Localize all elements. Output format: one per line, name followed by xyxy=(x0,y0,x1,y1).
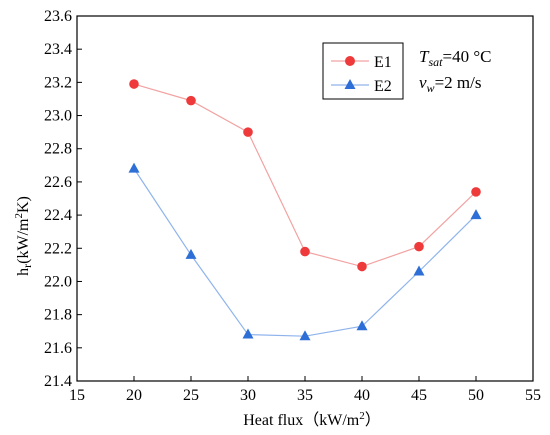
data-point-e2 xyxy=(128,162,140,173)
legend-box xyxy=(322,42,404,100)
legend-marker-e1 xyxy=(345,56,355,66)
x-axis-title: Heat flux（kW/m2） xyxy=(243,410,381,429)
legend: E1 E2 xyxy=(322,42,404,100)
annotation-vw-symbol: v xyxy=(419,73,427,92)
x-tick-label: 40 xyxy=(354,387,370,404)
data-point-e2 xyxy=(470,209,482,220)
data-point-e1 xyxy=(357,261,367,272)
x-tick-label: 20 xyxy=(126,387,142,404)
series-layer xyxy=(128,79,482,341)
annotation-tsat-symbol: T xyxy=(419,47,430,66)
data-point-e1 xyxy=(186,95,196,106)
data-point-e1 xyxy=(471,187,481,197)
legend-label-e2: E2 xyxy=(374,78,392,95)
x-axis-title-main: Heat flux（kW/m xyxy=(243,411,360,429)
x-axis-title-end: ） xyxy=(365,411,381,429)
y-tick-label: 23.0 xyxy=(44,108,72,125)
legend-label-e1: E1 xyxy=(374,54,392,71)
x-tick-label: 15 xyxy=(69,387,85,404)
annotation-tsat-value: =40 °C xyxy=(442,47,491,66)
annotation-tsat-subscript: sat xyxy=(428,55,443,69)
series-line-e1 xyxy=(133,83,477,268)
plot-frame xyxy=(76,15,534,382)
annotation-vw: vw=2 m/s xyxy=(419,73,481,95)
x-tick-label: 35 xyxy=(297,387,313,404)
data-point-e1 xyxy=(414,241,424,252)
annotation-vw-subscript: w xyxy=(427,81,435,95)
data-point-e2 xyxy=(242,328,254,339)
y-tick-label: 21.8 xyxy=(44,307,72,324)
y-tick-label: 22.2 xyxy=(44,240,72,257)
data-point-e1 xyxy=(129,79,139,89)
y-tick-label: 21.4 xyxy=(44,373,72,390)
x-tick-label: 30 xyxy=(240,387,256,404)
y-tick-label: 22.0 xyxy=(44,273,72,290)
y-axis-title-units-end: K) xyxy=(15,196,32,213)
x-axis-title-superscript: 2 xyxy=(359,410,365,422)
y-tick-label: 22.6 xyxy=(44,174,72,191)
y-tick-label: 22.4 xyxy=(44,207,72,224)
y-axis-title-subscript: r xyxy=(20,264,34,268)
data-point-e2 xyxy=(299,330,311,341)
x-tick-label: 25 xyxy=(183,387,199,404)
data-point-e2 xyxy=(356,320,368,331)
y-axis-title: hr(kW/m2K) xyxy=(13,196,34,276)
y-tick-label: 23.2 xyxy=(44,74,72,91)
y-tick-label: 22.8 xyxy=(44,141,72,158)
x-tick-label: 55 xyxy=(525,387,541,404)
y-axis-title-symbol: h xyxy=(15,268,32,276)
y-axis-title-units: (kW/m xyxy=(15,218,32,264)
data-point-e1 xyxy=(300,246,310,257)
data-point-e1 xyxy=(243,127,253,137)
y-axis-ticks: 21.4 21.6 21.8 22.0 22.2 22.4 22.6 22.8 23.0 23.2… xyxy=(44,8,82,390)
annotation-vw-value: =2 m/s xyxy=(435,73,482,92)
y-tick-label: 23.6 xyxy=(44,8,72,25)
data-point-e2 xyxy=(413,265,425,276)
y-tick-label: 23.4 xyxy=(44,41,72,58)
legend-marker-e2 xyxy=(344,79,356,89)
y-axis-title-superscript: 2 xyxy=(13,213,25,219)
x-tick-label: 45 xyxy=(411,387,427,404)
data-point-e2 xyxy=(185,248,197,259)
y-tick-label: 21.6 xyxy=(44,340,72,357)
annotation-tsat: Tsat=40 °C xyxy=(419,47,491,69)
x-tick-label: 50 xyxy=(468,387,484,404)
x-axis-ticks: 15 20 25 30 35 40 45 50 55 xyxy=(69,376,541,404)
